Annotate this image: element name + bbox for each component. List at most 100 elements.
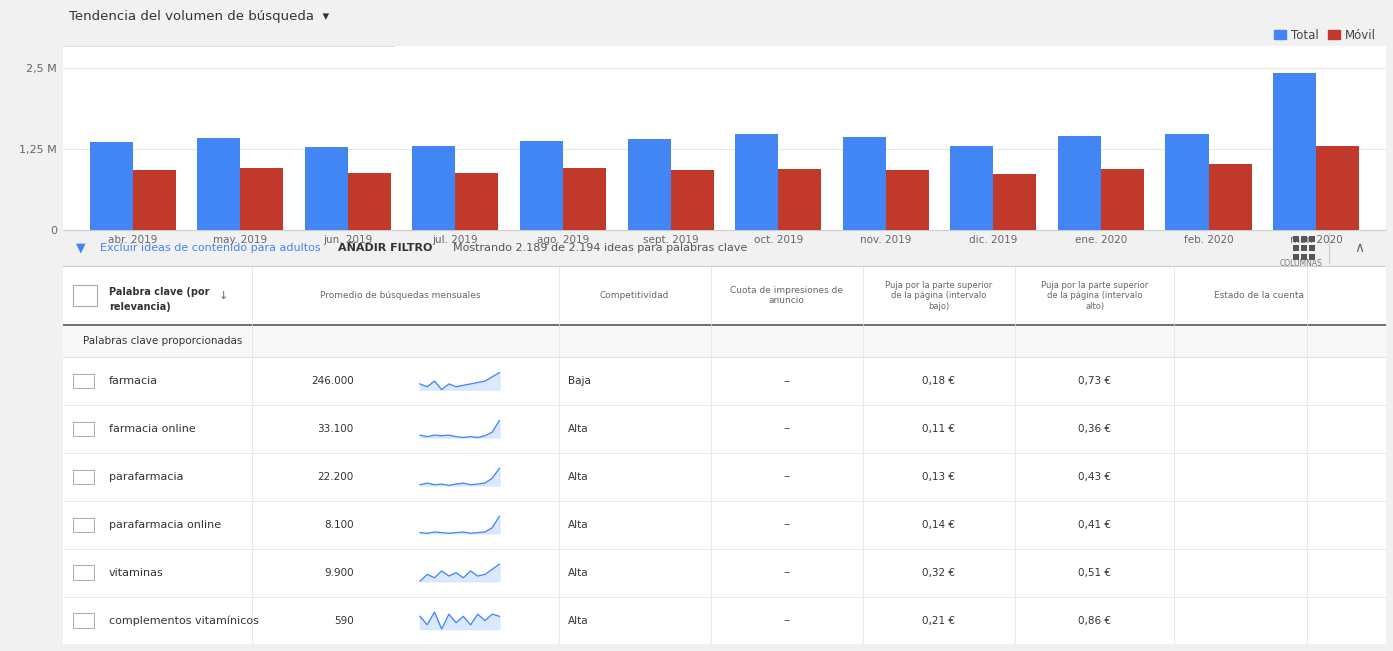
Text: 590: 590 xyxy=(334,616,354,626)
Text: –: – xyxy=(783,518,790,531)
Text: 0,43 €: 0,43 € xyxy=(1078,472,1112,482)
Bar xyxy=(886,170,929,230)
Bar xyxy=(132,170,176,230)
Text: –: – xyxy=(783,566,790,579)
Bar xyxy=(1273,74,1316,230)
Text: Estado de la cuenta: Estado de la cuenta xyxy=(1215,291,1304,300)
Bar xyxy=(74,469,95,484)
Text: 246.000: 246.000 xyxy=(311,376,354,386)
Bar xyxy=(240,168,283,230)
Text: Tendencia del volumen de búsqueda  ▾: Tendencia del volumen de búsqueda ▾ xyxy=(70,10,329,23)
Text: –: – xyxy=(783,422,790,436)
Bar xyxy=(1209,163,1251,230)
Text: 8.100: 8.100 xyxy=(325,519,354,530)
Bar xyxy=(779,169,822,230)
Bar xyxy=(1294,255,1298,260)
Bar xyxy=(520,141,563,230)
Text: Alta: Alta xyxy=(568,472,589,482)
Bar xyxy=(74,285,98,306)
Bar xyxy=(63,453,1386,501)
Bar xyxy=(198,138,240,230)
Bar xyxy=(1309,236,1315,242)
Bar xyxy=(1301,245,1307,251)
Bar xyxy=(950,146,993,230)
Text: Alta: Alta xyxy=(568,616,589,626)
Bar xyxy=(627,139,670,230)
Text: Alta: Alta xyxy=(568,519,589,530)
Bar xyxy=(1294,245,1298,251)
Bar xyxy=(670,169,713,230)
Bar xyxy=(993,174,1036,230)
Text: Puja por la parte superior
de la página (intervalo
bajo): Puja por la parte superior de la página … xyxy=(885,281,992,311)
Text: 0,18 €: 0,18 € xyxy=(922,376,956,386)
Text: –: – xyxy=(783,471,790,483)
Bar xyxy=(63,325,1386,357)
Bar xyxy=(63,266,1386,325)
Text: parafarmacia online: parafarmacia online xyxy=(109,519,221,530)
Text: 0,51 €: 0,51 € xyxy=(1078,568,1112,577)
Text: –: – xyxy=(783,614,790,627)
Text: 0,32 €: 0,32 € xyxy=(922,568,956,577)
Bar xyxy=(63,357,1386,405)
Bar xyxy=(736,134,779,230)
Bar xyxy=(63,501,1386,549)
Bar xyxy=(1301,236,1307,242)
Bar xyxy=(1166,134,1209,230)
Text: 0,41 €: 0,41 € xyxy=(1078,519,1112,530)
Text: 0,11 €: 0,11 € xyxy=(922,424,956,434)
Text: ∧: ∧ xyxy=(1354,241,1365,255)
Text: farmacia: farmacia xyxy=(109,376,159,386)
Text: 0,73 €: 0,73 € xyxy=(1078,376,1112,386)
Text: parafarmacia: parafarmacia xyxy=(109,472,184,482)
Text: Competitividad: Competitividad xyxy=(599,291,669,300)
Bar xyxy=(63,596,1386,644)
Text: COLUMNAS: COLUMNAS xyxy=(1280,259,1323,268)
Bar xyxy=(843,137,886,230)
Text: 22.200: 22.200 xyxy=(318,472,354,482)
Bar xyxy=(74,374,95,388)
Text: 0,13 €: 0,13 € xyxy=(922,472,956,482)
Text: Promedio de búsquedas mensuales: Promedio de búsquedas mensuales xyxy=(320,291,481,300)
Text: ↓: ↓ xyxy=(219,291,228,301)
Bar xyxy=(305,147,348,230)
Bar xyxy=(1057,136,1100,230)
Bar xyxy=(1100,169,1144,230)
Text: AÑADIR FILTRO: AÑADIR FILTRO xyxy=(338,243,432,253)
Bar xyxy=(1316,146,1360,230)
Text: Excluir ideas de contenido para adultos: Excluir ideas de contenido para adultos xyxy=(100,243,320,253)
Text: 0,14 €: 0,14 € xyxy=(922,519,956,530)
Bar xyxy=(63,549,1386,596)
Text: Alta: Alta xyxy=(568,568,589,577)
Bar xyxy=(563,168,606,230)
Text: –: – xyxy=(783,374,790,387)
Text: Cuota de impresiones de
anuncio: Cuota de impresiones de anuncio xyxy=(730,286,843,305)
Text: 0,86 €: 0,86 € xyxy=(1078,616,1112,626)
Bar xyxy=(74,613,95,628)
Text: Puja por la parte superior
de la página (intervalo
alto): Puja por la parte superior de la página … xyxy=(1042,281,1148,311)
Text: Baja: Baja xyxy=(568,376,591,386)
Bar xyxy=(348,173,391,230)
Bar xyxy=(1294,236,1298,242)
Bar xyxy=(1309,245,1315,251)
Text: ▼: ▼ xyxy=(75,242,85,255)
Legend: Total, Móvil: Total, Móvil xyxy=(1269,24,1380,46)
Bar xyxy=(63,405,1386,453)
Text: vitaminas: vitaminas xyxy=(109,568,164,577)
Bar xyxy=(74,566,95,580)
Bar xyxy=(456,173,499,230)
Bar xyxy=(1309,255,1315,260)
Text: 33.100: 33.100 xyxy=(318,424,354,434)
Bar xyxy=(74,518,95,532)
Text: 0,36 €: 0,36 € xyxy=(1078,424,1112,434)
Text: Mostrando 2.189 de 2.194 ideas para palabras clave: Mostrando 2.189 de 2.194 ideas para pala… xyxy=(453,243,748,253)
Bar xyxy=(74,422,95,436)
Text: Alta: Alta xyxy=(568,424,589,434)
Text: farmacia online: farmacia online xyxy=(109,424,196,434)
Text: Palabras clave proporcionadas: Palabras clave proporcionadas xyxy=(82,336,242,346)
Text: Palabra clave (por: Palabra clave (por xyxy=(109,287,209,297)
Text: complementos vitamínicos: complementos vitamínicos xyxy=(109,615,259,626)
Bar xyxy=(412,146,456,230)
Text: 9.900: 9.900 xyxy=(325,568,354,577)
Text: relevancia): relevancia) xyxy=(109,302,171,312)
Bar xyxy=(1301,255,1307,260)
